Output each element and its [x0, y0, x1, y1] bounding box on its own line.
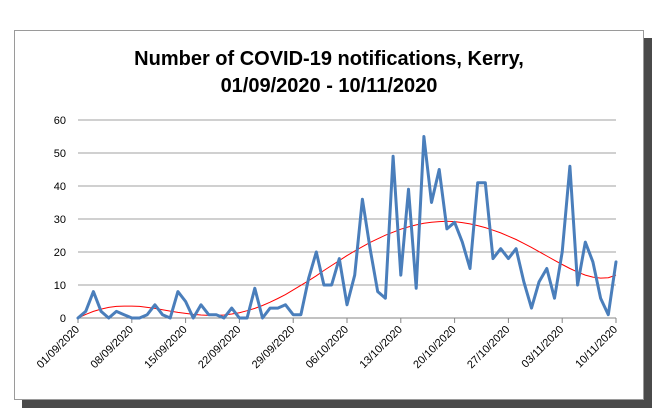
- series-line: [76, 135, 618, 320]
- x-tick-label: 03/11/2020: [519, 324, 566, 371]
- y-tick-label: 20: [54, 247, 66, 259]
- x-tick-label: 22/09/2020: [196, 324, 243, 371]
- chart-title-line2: 01/09/2020 - 10/11/2020: [220, 75, 438, 97]
- y-tick-label: 50: [54, 148, 66, 160]
- chart-title: Number of COVID-19 notifications, Kerry,…: [14, 46, 644, 100]
- y-tick-label: 10: [54, 280, 66, 292]
- x-tick-label: 06/10/2020: [304, 324, 351, 371]
- chart-title-line1: Number of COVID-19 notifications, Kerry,: [134, 48, 524, 70]
- y-tick-label: 60: [54, 115, 66, 127]
- y-tick-label: 30: [54, 214, 66, 226]
- x-tick-label: 08/09/2020: [89, 324, 136, 371]
- chart-frame: [14, 30, 644, 400]
- x-tick-label: 20/10/2020: [411, 324, 458, 371]
- x-tick-label: 10/11/2020: [573, 324, 620, 371]
- x-tick-label: 13/10/2020: [358, 324, 405, 371]
- y-tick-label: 0: [60, 313, 66, 325]
- x-tick-label: 15/09/2020: [142, 324, 189, 371]
- x-tick-label: 27/10/2020: [465, 324, 512, 371]
- y-tick-label: 40: [54, 181, 66, 193]
- trend-line: [77, 220, 617, 319]
- x-tick-label: 29/09/2020: [250, 324, 297, 371]
- x-tick-label: 01/09/2020: [35, 324, 82, 371]
